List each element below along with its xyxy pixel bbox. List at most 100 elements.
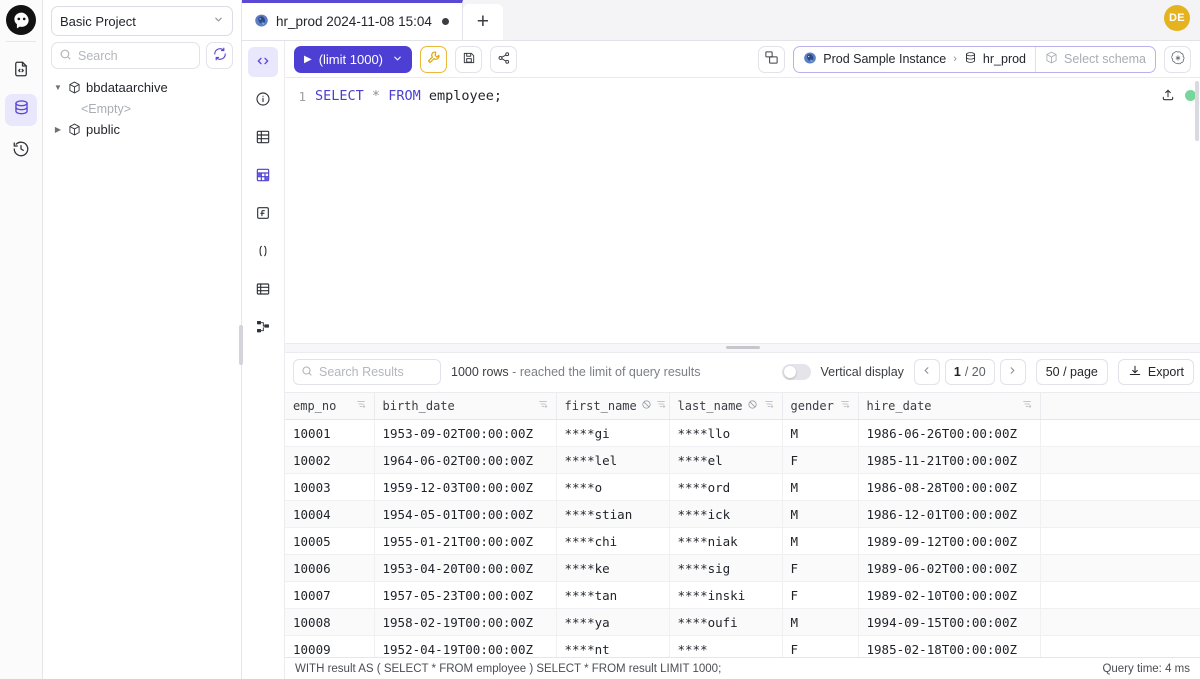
table-cell-birth-date[interactable]: 1957-05-23T00:00:00Z — [374, 581, 557, 609]
page-number-field[interactable]: 1 / 20 — [944, 359, 995, 385]
rail-item-database[interactable] — [5, 94, 37, 126]
table-cell-birth-date[interactable]: 1952-04-19T00:00:00Z — [374, 635, 557, 657]
chevron-down-icon[interactable] — [392, 53, 403, 66]
splitter-grip[interactable] — [725, 346, 760, 349]
table-cell-gender[interactable]: F — [782, 581, 859, 609]
table-cell-hire-date[interactable]: 1986-12-01T00:00:00Z — [858, 500, 1041, 528]
table-cell-hire-date[interactable]: 1989-06-02T00:00:00Z — [858, 554, 1041, 582]
table-cell-birth-date[interactable]: 1964-06-02T00:00:00Z — [374, 446, 557, 474]
export-button[interactable]: Export — [1117, 359, 1194, 385]
table-row[interactable]: 10008 1958-02-19T00:00:00Z ****ya ****oufi M… — [285, 608, 1200, 636]
ai-assistant-button[interactable] — [1164, 45, 1191, 73]
table-cell-emp-no[interactable]: 10002 — [285, 446, 375, 474]
table-cell-first-name[interactable]: ****ke — [556, 554, 670, 582]
table-cell-hire-date[interactable]: 1989-02-10T00:00:00Z — [858, 581, 1041, 609]
panel-layout-button[interactable] — [758, 45, 786, 73]
table-cell-emp-no[interactable]: 10005 — [285, 527, 375, 555]
table-cell-gender[interactable]: M — [782, 473, 859, 501]
tool-diagram-view[interactable] — [248, 313, 278, 343]
tool-function-view[interactable] — [248, 199, 278, 229]
column-header-hire-date[interactable]: hire_date — [858, 392, 1041, 420]
table-cell-hire-date[interactable]: 1986-08-28T00:00:00Z — [858, 473, 1041, 501]
table-cell-first-name[interactable]: ****lel — [556, 446, 670, 474]
table-cell-last-name[interactable]: ****ord — [669, 473, 783, 501]
table-cell-gender[interactable]: M — [782, 608, 859, 636]
vertical-display-toggle[interactable] — [781, 364, 811, 380]
table-cell-last-name[interactable]: **** — [669, 635, 783, 657]
table-row[interactable]: 10004 1954-05-01T00:00:00Z ****stian ****ic… — [285, 500, 1200, 528]
table-cell-gender[interactable]: F — [782, 554, 859, 582]
table-cell-gender[interactable]: F — [782, 635, 859, 657]
sidebar-resize-handle[interactable] — [239, 325, 243, 365]
share-query-button[interactable] — [490, 45, 517, 73]
table-cell-first-name[interactable]: ****o — [556, 473, 670, 501]
tool-table-view[interactable] — [248, 123, 278, 153]
column-header-first-name[interactable]: first_name — [556, 392, 670, 420]
table-row[interactable]: 10006 1953-04-20T00:00:00Z ****ke ****sig F 1… — [285, 554, 1200, 582]
table-cell-emp-no[interactable]: 10008 — [285, 608, 375, 636]
table-row[interactable]: 10001 1953-09-02T00:00:00Z ****gi ****llo M 1… — [285, 419, 1200, 447]
connection-instance[interactable]: Prod Sample Instance › hr_prod — [794, 47, 1035, 72]
table-cell-first-name[interactable]: ****tan — [556, 581, 670, 609]
results-search-input[interactable] — [319, 365, 433, 379]
upload-icon[interactable] — [1161, 88, 1175, 105]
table-cell-emp-no[interactable]: 10009 — [285, 635, 375, 657]
connection-selector[interactable]: Prod Sample Instance › hr_prod Select — [793, 45, 1156, 73]
sql-editor[interactable]: 1 SELECT * FROM employee; — [285, 78, 1200, 343]
sort-filter-icon[interactable] — [356, 399, 366, 412]
save-query-button[interactable] — [455, 45, 482, 73]
column-header-gender[interactable]: gender — [782, 392, 859, 420]
table-row[interactable]: 10003 1959-12-03T00:00:00Z ****o ****ord M 19… — [285, 473, 1200, 501]
editor-scrollbar[interactable] — [1195, 81, 1199, 141]
sort-filter-icon[interactable] — [840, 399, 850, 412]
tab-hr-prod[interactable]: hr_prod 2024-11-08 15:04 — [242, 0, 463, 40]
tool-parens-view[interactable] — [248, 237, 278, 267]
table-cell-emp-no[interactable]: 10006 — [285, 554, 375, 582]
tool-info[interactable] — [248, 85, 278, 115]
table-cell-hire-date[interactable]: 1989-09-12T00:00:00Z — [858, 527, 1041, 555]
table-cell-emp-no[interactable]: 10007 — [285, 581, 375, 609]
column-header-birth-date[interactable]: birth_date — [374, 392, 557, 420]
schema-selector[interactable]: Select schema — [1035, 46, 1155, 72]
run-query-button[interactable]: ▶ (limit 1000) — [294, 45, 412, 73]
rail-item-sql-editor[interactable] — [5, 54, 37, 86]
table-cell-first-name[interactable]: ****gi — [556, 419, 670, 447]
table-cell-hire-date[interactable]: 1986-06-26T00:00:00Z — [858, 419, 1041, 447]
project-selector[interactable]: Basic Project — [51, 6, 233, 36]
sidebar-search-box[interactable] — [51, 42, 200, 69]
table-cell-last-name[interactable]: ****inski — [669, 581, 783, 609]
table-cell-first-name[interactable]: ****stian — [556, 500, 670, 528]
results-grid[interactable]: emp_no birth_date — [285, 391, 1200, 657]
table-cell-birth-date[interactable]: 1953-04-20T00:00:00Z — [374, 554, 557, 582]
sort-filter-icon[interactable] — [538, 399, 548, 412]
table-cell-hire-date[interactable]: 1985-02-18T00:00:00Z — [858, 635, 1041, 657]
table-cell-last-name[interactable]: ****sig — [669, 554, 783, 582]
table-row[interactable]: 10009 1952-04-19T00:00:00Z ****nt **** F 1985… — [285, 635, 1200, 657]
rail-item-history[interactable] — [5, 134, 37, 166]
new-tab-button[interactable]: + — [462, 4, 503, 40]
tool-code-view[interactable] — [248, 47, 278, 77]
table-row[interactable]: 10007 1957-05-23T00:00:00Z ****tan ****insk… — [285, 581, 1200, 609]
table-cell-last-name[interactable]: ****el — [669, 446, 783, 474]
table-cell-last-name[interactable]: ****oufi — [669, 608, 783, 636]
table-cell-birth-date[interactable]: 1953-09-02T00:00:00Z — [374, 419, 557, 447]
table-cell-last-name[interactable]: ****niak — [669, 527, 783, 555]
table-cell-emp-no[interactable]: 10004 — [285, 500, 375, 528]
table-cell-emp-no[interactable]: 10003 — [285, 473, 375, 501]
table-cell-hire-date[interactable]: 1994-09-15T00:00:00Z — [858, 608, 1041, 636]
table-cell-last-name[interactable]: ****ick — [669, 500, 783, 528]
search-input[interactable] — [78, 48, 192, 63]
table-cell-gender[interactable]: M — [782, 500, 859, 528]
column-header-emp-no[interactable]: emp_no — [285, 392, 375, 420]
format-sql-button[interactable] — [420, 45, 447, 73]
avatar[interactable]: DE — [1164, 5, 1190, 31]
bytebase-logo-icon[interactable] — [6, 5, 36, 35]
sort-filter-icon[interactable] — [656, 399, 666, 412]
table-cell-hire-date[interactable]: 1985-11-21T00:00:00Z — [858, 446, 1041, 474]
prev-page-button[interactable] — [913, 359, 940, 385]
table-cell-gender[interactable]: M — [782, 419, 859, 447]
table-cell-first-name[interactable]: ****nt — [556, 635, 670, 657]
table-cell-last-name[interactable]: ****llo — [669, 419, 783, 447]
table-cell-first-name[interactable]: ****ya — [556, 608, 670, 636]
column-header-last-name[interactable]: last_name — [669, 392, 783, 420]
